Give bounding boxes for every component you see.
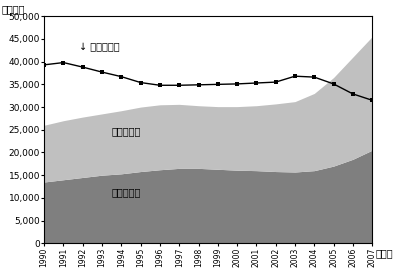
Text: （万人）: （万人） [2, 4, 25, 14]
Text: 第二次産業: 第二次産業 [112, 188, 141, 198]
Text: ↓ 第一次産業: ↓ 第一次産業 [79, 42, 119, 52]
Text: 第三次産業: 第三次産業 [112, 126, 141, 136]
Text: （年）: （年） [376, 248, 393, 258]
